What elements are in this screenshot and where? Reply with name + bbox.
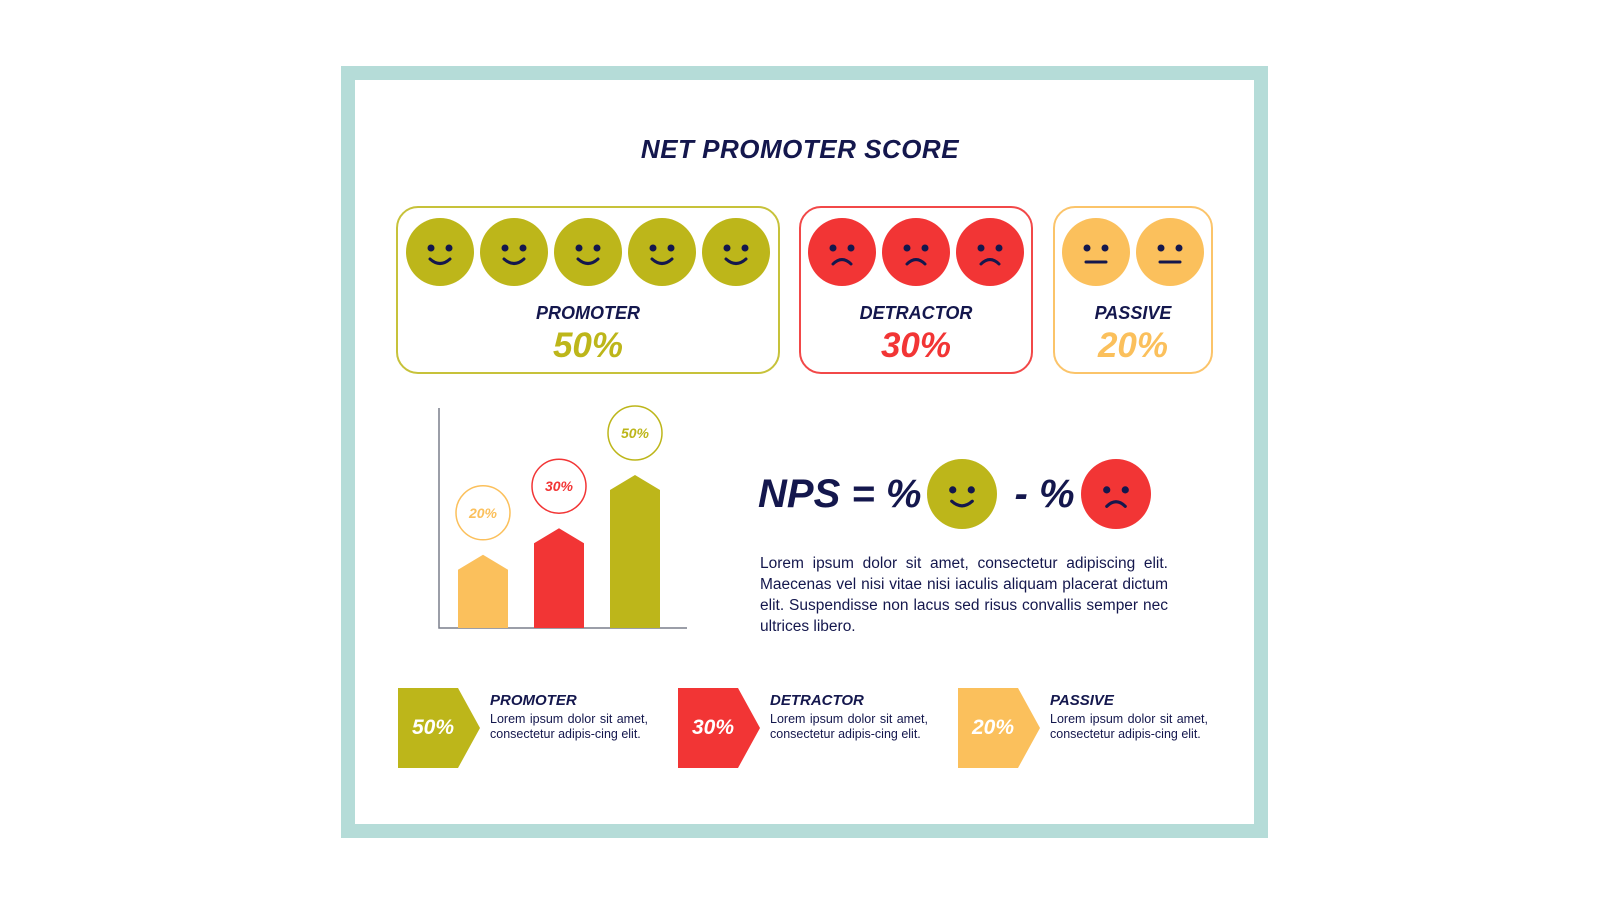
sad-face-icon bbox=[1080, 459, 1151, 529]
neutral-face-icon bbox=[1136, 218, 1204, 286]
smiley-face-icon bbox=[554, 218, 622, 286]
legend-title: DETRACTOR bbox=[770, 692, 864, 709]
sad-face-icon bbox=[882, 218, 950, 286]
detractor-tag-value: 30% bbox=[691, 716, 735, 739]
bar-label-badge bbox=[455, 485, 511, 541]
detractor-card: DETRACTOR 30% bbox=[799, 206, 1033, 374]
promoter-tag-value: 50% bbox=[411, 716, 455, 739]
legend-text: Lorem ipsum dolor sit amet, consectetur … bbox=[1050, 712, 1208, 741]
legend-text: Lorem ipsum dolor sit amet, consectetur … bbox=[490, 712, 648, 741]
bar-data-label: 50% bbox=[621, 425, 650, 441]
neutral-face-icon bbox=[1062, 218, 1130, 286]
nps-formula-left: NPS = % bbox=[758, 471, 922, 516]
bar-data-label: 20% bbox=[468, 505, 498, 521]
bar-label-badge bbox=[531, 458, 587, 514]
chart-bar bbox=[610, 475, 660, 628]
legend-item-passive: 20% PASSIVE Lorem ipsum dolor sit amet, … bbox=[958, 688, 1228, 770]
passive-card: PASSIVE 20% bbox=[1053, 206, 1213, 374]
detractor-faces bbox=[801, 218, 1031, 286]
smiley-face-icon bbox=[480, 218, 548, 286]
promoter-card: PROMOTER 50% bbox=[396, 206, 780, 374]
promoter-tag: 50% bbox=[398, 688, 480, 768]
nps-formula-minus: - % bbox=[1003, 471, 1075, 516]
sad-face-icon bbox=[956, 218, 1024, 286]
passive-label: PASSIVE bbox=[1094, 303, 1172, 323]
infographic-frame bbox=[341, 66, 1268, 838]
promoter-faces bbox=[398, 218, 778, 286]
chart-bar bbox=[458, 554, 508, 628]
legend-title: PROMOTER bbox=[490, 692, 577, 709]
smiley-face-icon bbox=[702, 218, 770, 286]
promoter-label: PROMOTER bbox=[535, 303, 640, 323]
sad-face-icon bbox=[808, 218, 876, 286]
bar-label-badge bbox=[607, 405, 663, 461]
detractor-percent: 30% bbox=[880, 326, 952, 365]
smiley-face-icon bbox=[921, 459, 1003, 529]
chart-axis bbox=[438, 408, 687, 629]
promoter-percent: 50% bbox=[552, 326, 624, 365]
legend-text: Lorem ipsum dolor sit amet, consectetur … bbox=[770, 712, 928, 741]
detractor-label: DETRACTOR bbox=[859, 303, 973, 323]
sad-face-icon bbox=[1075, 459, 1157, 529]
legend-title: PASSIVE bbox=[1050, 692, 1114, 709]
passive-faces bbox=[1055, 218, 1211, 286]
detractor-tag: 30% bbox=[678, 688, 760, 768]
legend-item-detractor: 30% DETRACTOR Lorem ipsum dolor sit amet… bbox=[678, 688, 948, 770]
smiley-face-icon bbox=[406, 218, 474, 286]
description-paragraph: Lorem ipsum dolor sit amet, consectetur … bbox=[760, 555, 1168, 635]
nps-bar-chart: 20% 30% 50% bbox=[438, 405, 687, 629]
smiley-face-icon bbox=[927, 459, 998, 529]
nps-formula: NPS = % - % bbox=[758, 458, 1157, 530]
chart-bar bbox=[534, 528, 584, 628]
passive-percent: 20% bbox=[1097, 326, 1169, 365]
legend-item-promoter: 50% PROMOTER Lorem ipsum dolor sit amet,… bbox=[398, 688, 668, 770]
page-title: NET PROMOTER SCORE bbox=[640, 134, 960, 164]
passive-tag: 20% bbox=[958, 688, 1040, 768]
bar-data-label: 30% bbox=[545, 478, 574, 494]
smiley-face-icon bbox=[628, 218, 696, 286]
passive-tag-value: 20% bbox=[971, 716, 1015, 739]
